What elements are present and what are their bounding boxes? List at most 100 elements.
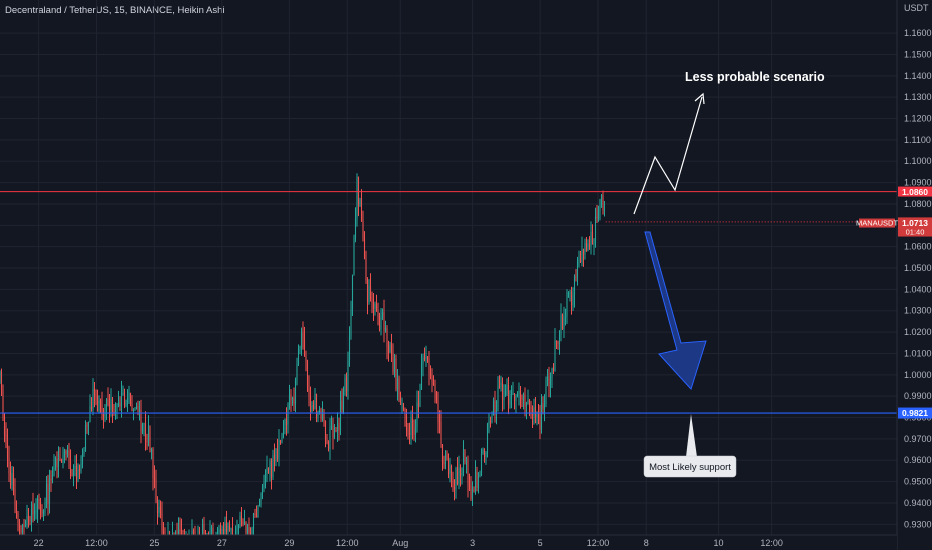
candle-body <box>381 312 384 316</box>
candle-body <box>309 396 312 412</box>
price-tick-label: 1.0100 <box>904 348 932 358</box>
candle-body <box>443 462 445 465</box>
candle-body <box>102 414 105 417</box>
price-tick-label: 1.0900 <box>904 178 932 188</box>
price-tick-label: 1.1400 <box>904 71 932 81</box>
candle-body <box>278 440 280 459</box>
candle-body <box>75 466 78 479</box>
candle-body <box>311 405 313 412</box>
candle-body <box>575 276 577 278</box>
candle-body <box>260 493 262 506</box>
candle-body <box>384 327 387 331</box>
candle-body <box>582 249 585 255</box>
candle-body <box>44 501 46 512</box>
candle-body <box>156 500 159 514</box>
time-tick-label: 27 <box>217 538 227 548</box>
most-likely-support-label: Most Likely support <box>649 462 731 473</box>
candle-body <box>3 417 6 435</box>
candle-body <box>545 380 547 404</box>
candle-body <box>435 392 438 401</box>
price-tick-label: 1.1000 <box>904 156 932 166</box>
price-tick-label: 0.9900 <box>904 391 932 401</box>
candle-body <box>551 368 553 379</box>
price-tick-label: 1.0000 <box>904 370 932 380</box>
candle-body <box>408 432 411 435</box>
candle-body <box>96 395 99 412</box>
candle-body <box>362 221 364 239</box>
candle-body <box>461 472 463 476</box>
candle-body <box>161 512 163 531</box>
candle-body <box>284 418 286 432</box>
candle-body <box>159 506 162 513</box>
bar-countdown: 01:40 <box>906 228 925 237</box>
candle-body <box>117 402 120 406</box>
candle-body <box>567 292 570 294</box>
candle-body <box>513 393 516 401</box>
candle-body <box>201 524 204 535</box>
candle-body <box>77 469 79 479</box>
time-tick-label: 12:00 <box>336 538 359 548</box>
candle-body <box>597 210 600 218</box>
candle-body <box>335 430 337 432</box>
candle-body <box>504 391 507 397</box>
candle-body <box>515 396 517 401</box>
price-tick-label: 1.0500 <box>904 263 932 273</box>
candle-body <box>503 396 505 400</box>
candle-body <box>371 298 373 303</box>
candle-body <box>426 356 429 359</box>
candle-body <box>66 450 69 455</box>
candle-body <box>230 528 232 530</box>
candle-body <box>375 304 378 310</box>
candle-body <box>509 398 511 405</box>
candle-body <box>50 478 52 481</box>
candle-body <box>366 280 369 303</box>
symbol-price-value: 1.0713 <box>902 218 928 228</box>
candle-body <box>104 411 106 417</box>
candle-body <box>258 505 261 507</box>
candle-body <box>584 242 586 255</box>
candle-body <box>23 524 25 527</box>
candle-body <box>450 465 453 480</box>
candle-body <box>465 460 468 462</box>
candle-body <box>111 399 114 412</box>
candle-body <box>152 449 154 478</box>
candle-body <box>236 528 238 531</box>
candle-body <box>80 463 82 472</box>
candle-body <box>482 449 484 454</box>
candle-body <box>351 274 354 309</box>
candle-body <box>119 402 121 407</box>
price-tick-label: 1.0300 <box>904 306 932 316</box>
callout-box[interactable] <box>643 455 737 478</box>
candle-body <box>93 388 96 395</box>
candle-body <box>569 292 571 294</box>
candle-body <box>416 402 418 428</box>
candle-body <box>528 399 531 407</box>
candle-body <box>414 427 417 435</box>
resistance-price-tag <box>898 186 932 197</box>
candle-body <box>390 344 393 351</box>
candle-body <box>531 408 534 416</box>
candle-body <box>251 527 253 535</box>
candle-body <box>144 423 147 442</box>
candle-body <box>447 459 450 474</box>
candle-body <box>534 407 537 418</box>
down-arrow[interactable] <box>644 231 707 390</box>
less-probable-scenario-line[interactable] <box>633 96 703 215</box>
candle-body <box>32 504 34 515</box>
candle-body <box>98 400 100 412</box>
candle-body <box>291 397 294 401</box>
candle-body <box>462 449 465 473</box>
candle-body <box>0 372 3 390</box>
candle-body <box>458 467 460 484</box>
candle-body <box>191 531 193 535</box>
candle-body <box>299 346 301 349</box>
candle-body <box>602 195 604 211</box>
candle-body <box>6 436 9 458</box>
candle-body <box>107 399 109 405</box>
candle-body <box>281 434 283 443</box>
time-tick-label: 29 <box>284 538 294 548</box>
candle-body <box>29 520 31 522</box>
candle-body <box>485 452 487 457</box>
